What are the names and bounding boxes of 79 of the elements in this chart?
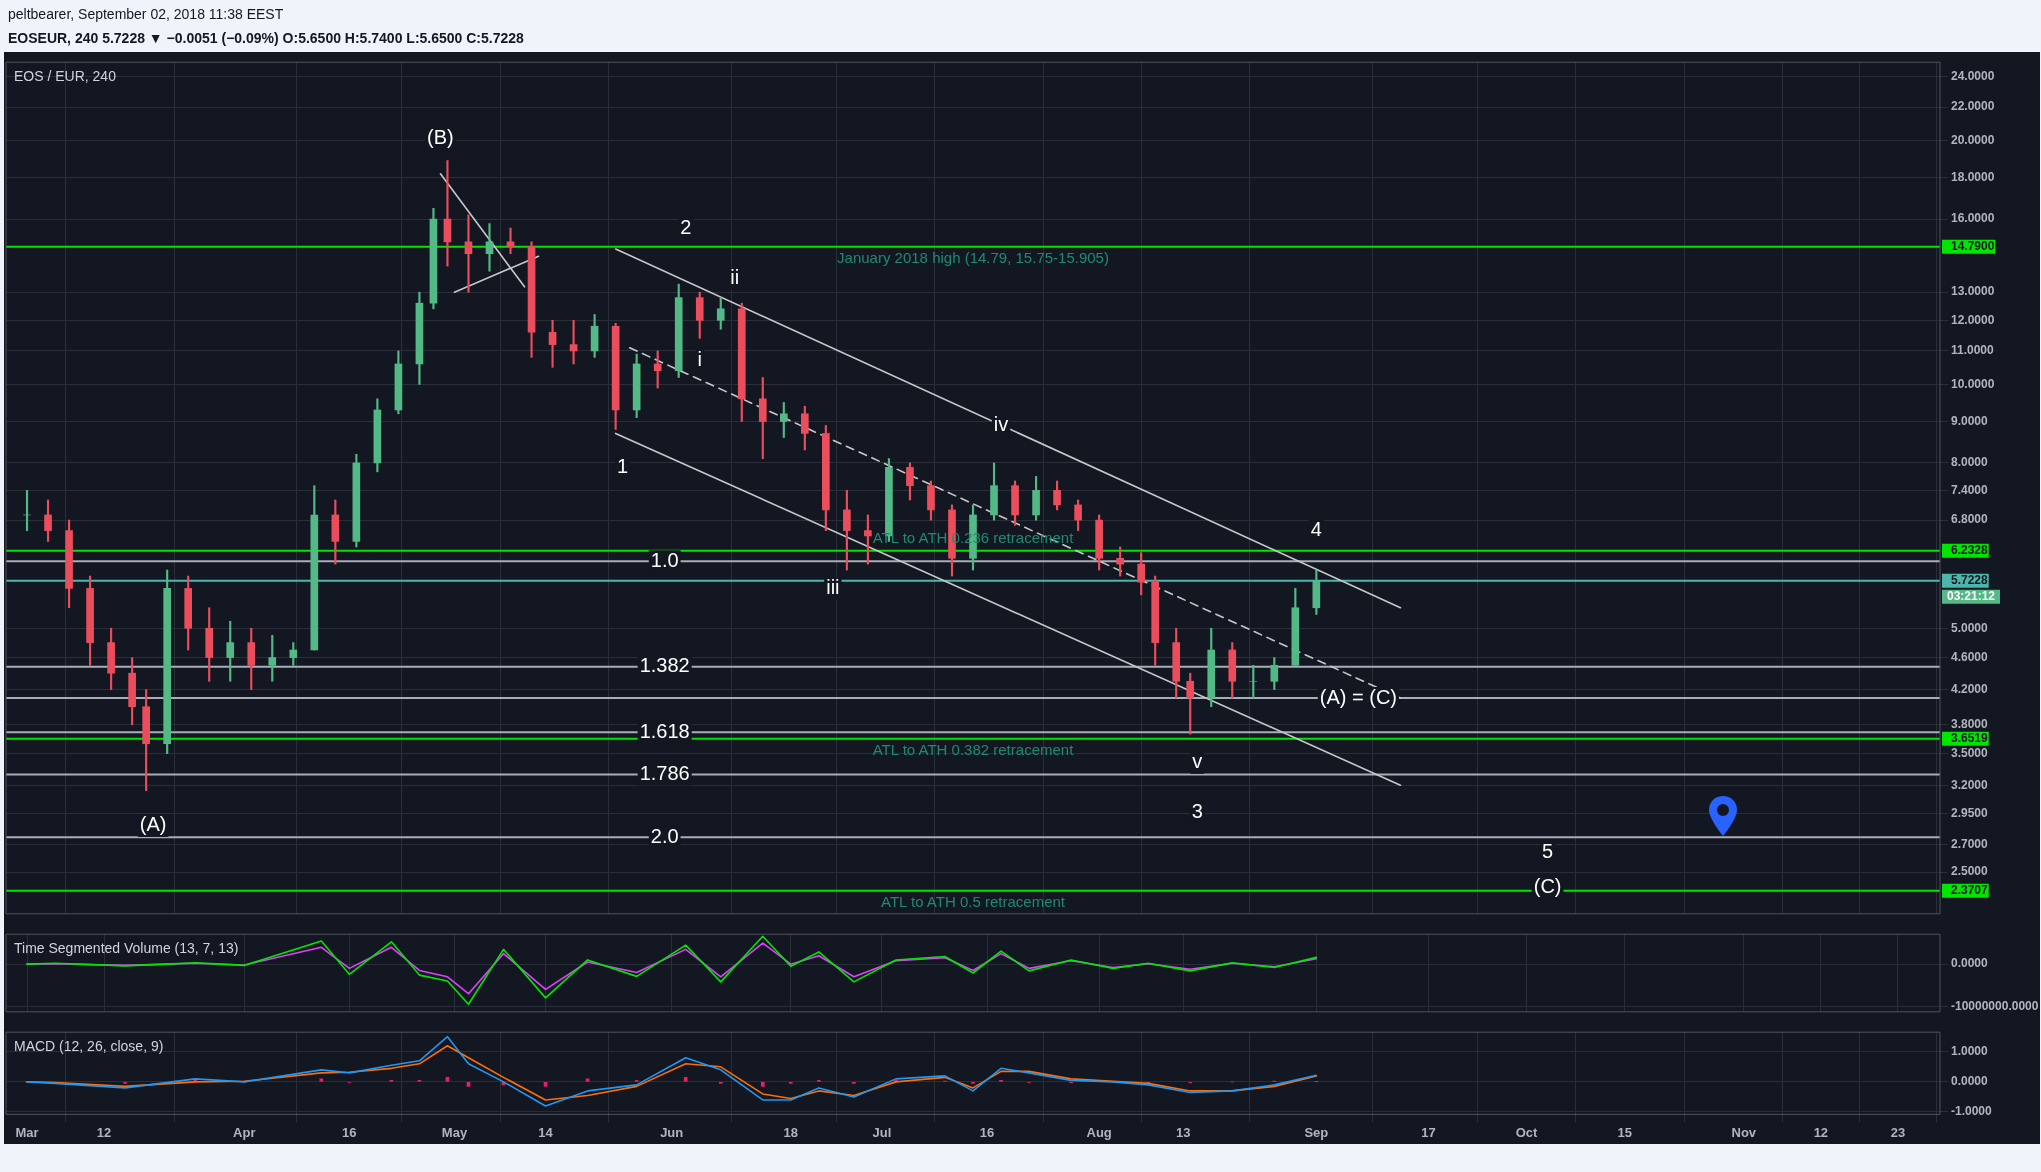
- annotation: 1: [617, 454, 629, 477]
- x-tick-label: 23: [1890, 1124, 1906, 1140]
- annotation: iii: [826, 575, 840, 598]
- x-tick-label: 17: [1421, 1124, 1436, 1140]
- chart-subtitle: EOSEUR, 240 5.7228 ▼ −0.0051 (−0.09%) O:5.6500 H:5.7400 L:5.6500 C:5.7228: [8, 29, 524, 48]
- y-tick-label: 0.0000: [1951, 956, 1989, 971]
- annotation: (C): [1533, 875, 1562, 898]
- annotation: iv: [993, 412, 1009, 435]
- annotation: 2: [680, 215, 692, 238]
- y-tick-label: 22.0000: [1951, 99, 1995, 114]
- x-tick-label: Nov: [1731, 1124, 1757, 1140]
- y-tick-label: 6.2328: [1951, 543, 1989, 558]
- x-tick-label: Mar: [15, 1124, 39, 1140]
- annotation: i: [697, 348, 702, 371]
- y-tick-label: 10.0000: [1951, 376, 1995, 391]
- y-tick-label: 2.3707: [1951, 883, 1989, 898]
- y-tick-label: 1.0000: [1951, 1044, 1989, 1059]
- annotation: 2.0: [650, 824, 679, 847]
- y-tick-label: 3.5000: [1951, 746, 1989, 760]
- ref-line-label: ATL to ATH 0.5 retracement: [881, 892, 1066, 910]
- ref-line-label: ATL to ATH 0.382 retracement: [872, 740, 1075, 758]
- x-tick-label: Sep: [1304, 1124, 1329, 1140]
- y-tick-label: 20.0000: [1951, 132, 1995, 147]
- x-tick-label: 14: [538, 1124, 554, 1140]
- x-tick-label: Jun: [660, 1124, 684, 1140]
- y-tick-label: 11.0000: [1951, 343, 1995, 358]
- y-tick-label: 14.7900: [1951, 239, 1995, 254]
- annotation: 1.786: [639, 761, 690, 784]
- y-tick-label: 8.0000: [1951, 455, 1989, 470]
- x-tick-label: 15: [1617, 1124, 1632, 1140]
- x-tick-label: 13: [1175, 1124, 1191, 1140]
- annotation: 3: [1191, 800, 1203, 823]
- y-tick-label: 16.0000: [1951, 211, 1995, 226]
- y-tick-label: 2.7000: [1951, 837, 1989, 852]
- y-tick-label: 18.0000: [1951, 170, 1995, 185]
- y-tick-label: 2.5000: [1951, 864, 1989, 879]
- x-tick-label: 18: [783, 1124, 799, 1140]
- annotation: v: [1192, 750, 1203, 773]
- y-tick-label: 2.9500: [1951, 806, 1989, 821]
- y-tick-label: 9.0000: [1951, 413, 1989, 428]
- x-tick-label: 16: [979, 1124, 995, 1140]
- y-tick-label: -10000000.0000: [1951, 998, 2039, 1013]
- x-tick-label: 16: [342, 1124, 357, 1140]
- y-tick-label: 13.0000: [1951, 284, 1995, 299]
- text: 03:21:12: [1947, 589, 1996, 604]
- y-tick-label: -1.0000: [1951, 1104, 1993, 1119]
- x-tick-label: Aug: [1086, 1124, 1112, 1140]
- annotation: 1.618: [639, 719, 690, 742]
- y-tick-label: 4.6000: [1951, 649, 1989, 664]
- y-tick-label: 0.0000: [1951, 1074, 1989, 1089]
- annotation: 4: [1310, 518, 1322, 541]
- y-tick-label: 3.6519: [1951, 731, 1989, 746]
- x-tick-label: 12: [1813, 1124, 1829, 1140]
- text: MACD (12, 26, close, 9): [14, 1038, 164, 1055]
- y-tick-label: 5.0000: [1951, 620, 1989, 635]
- ref-line-label: January 2018 high (14.79, 15.75-15.905): [837, 248, 1109, 266]
- x-tick-label: May: [441, 1124, 468, 1140]
- annotation: (A) = (C): [1319, 685, 1398, 708]
- y-tick-label: 3.2000: [1951, 777, 1989, 792]
- text: peltbearer, September 02, 2018 11:38 EEST: [8, 5, 285, 24]
- y-tick-label: 12.0000: [1951, 312, 1995, 327]
- x-tick-label: Apr: [233, 1124, 256, 1140]
- chart-title: Time Segmented Volume (13, 7, 13): [14, 940, 239, 957]
- annotation: ii: [730, 266, 740, 289]
- annotation: 1.0: [650, 548, 679, 571]
- y-tick-label: 6.8000: [1951, 512, 1989, 527]
- y-tick-label: 7.4000: [1951, 482, 1989, 497]
- chart-title: EOS / EUR, 240: [14, 68, 117, 85]
- y-tick-label: 3.8000: [1951, 717, 1989, 732]
- annotation: (A): [139, 813, 167, 836]
- y-tick-label: 24.0000: [1951, 68, 1995, 83]
- x-tick-label: Oct: [1515, 1124, 1539, 1140]
- x-tick-label: Jul: [872, 1124, 892, 1140]
- y-tick-label: 4.2000: [1951, 681, 1989, 696]
- annotation: 1.382: [639, 654, 690, 677]
- x-tick-label: 12: [96, 1124, 112, 1140]
- annotation: 5: [1542, 840, 1554, 863]
- annotation: (B): [427, 126, 454, 149]
- y-tick-label: 5.7228: [1951, 573, 1989, 588]
